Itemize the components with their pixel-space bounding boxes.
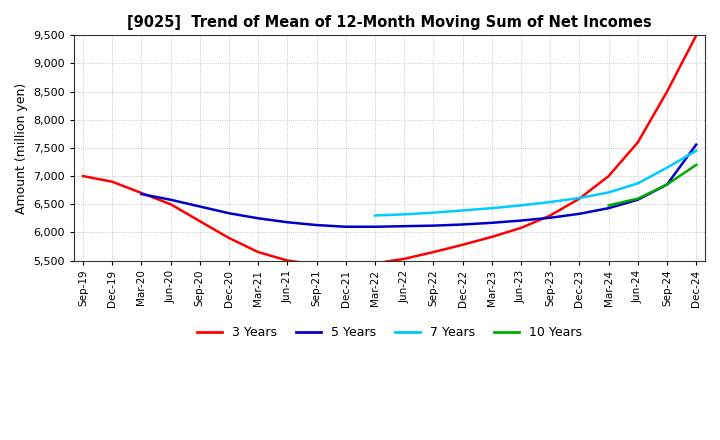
7 Years [429,210,438,215]
5 Years [195,204,204,209]
7 Years [575,195,584,201]
7 Years [546,199,554,205]
3 Years [283,258,292,263]
3 Years [517,225,526,231]
Line: 5 Years: 5 Years [141,145,696,227]
3 Years [108,179,117,184]
5 Years [692,142,701,147]
5 Years [400,224,408,229]
5 Years [459,222,467,227]
7 Years [662,165,671,170]
5 Years [341,224,350,229]
3 Years [429,249,438,255]
3 Years [400,256,408,261]
7 Years [459,208,467,213]
7 Years [371,213,379,218]
3 Years [487,234,496,239]
3 Years [634,139,642,145]
5 Years [575,211,584,216]
Title: [9025]  Trend of Mean of 12-Month Moving Sum of Net Incomes: [9025] Trend of Mean of 12-Month Moving … [127,15,652,30]
7 Years [692,148,701,154]
Y-axis label: Amount (million yen): Amount (million yen) [15,82,28,213]
5 Years [137,191,145,197]
5 Years [283,220,292,225]
7 Years [487,205,496,211]
3 Years [662,89,671,94]
3 Years [312,262,321,267]
3 Years [137,191,145,196]
10 Years [634,196,642,201]
3 Years [166,202,175,207]
3 Years [692,33,701,38]
Line: 7 Years: 7 Years [375,151,696,216]
3 Years [604,173,613,179]
3 Years [575,196,584,201]
Line: 10 Years: 10 Years [608,165,696,205]
3 Years [546,213,554,218]
5 Years [371,224,379,229]
3 Years [341,264,350,269]
5 Years [634,197,642,202]
7 Years [400,212,408,217]
3 Years [459,242,467,247]
5 Years [166,197,175,202]
10 Years [692,162,701,168]
5 Years [604,205,613,211]
Legend: 3 Years, 5 Years, 7 Years, 10 Years: 3 Years, 5 Years, 7 Years, 10 Years [192,321,587,345]
5 Years [487,220,496,225]
10 Years [662,182,671,187]
5 Years [546,215,554,220]
5 Years [225,211,233,216]
3 Years [195,219,204,224]
5 Years [254,216,263,221]
Line: 3 Years: 3 Years [83,35,696,266]
5 Years [429,223,438,228]
7 Years [517,203,526,208]
3 Years [225,235,233,241]
3 Years [78,173,87,179]
5 Years [312,223,321,228]
5 Years [662,182,671,187]
7 Years [604,190,613,195]
10 Years [604,203,613,208]
3 Years [254,249,263,255]
7 Years [634,181,642,186]
3 Years [371,261,379,266]
5 Years [517,218,526,223]
